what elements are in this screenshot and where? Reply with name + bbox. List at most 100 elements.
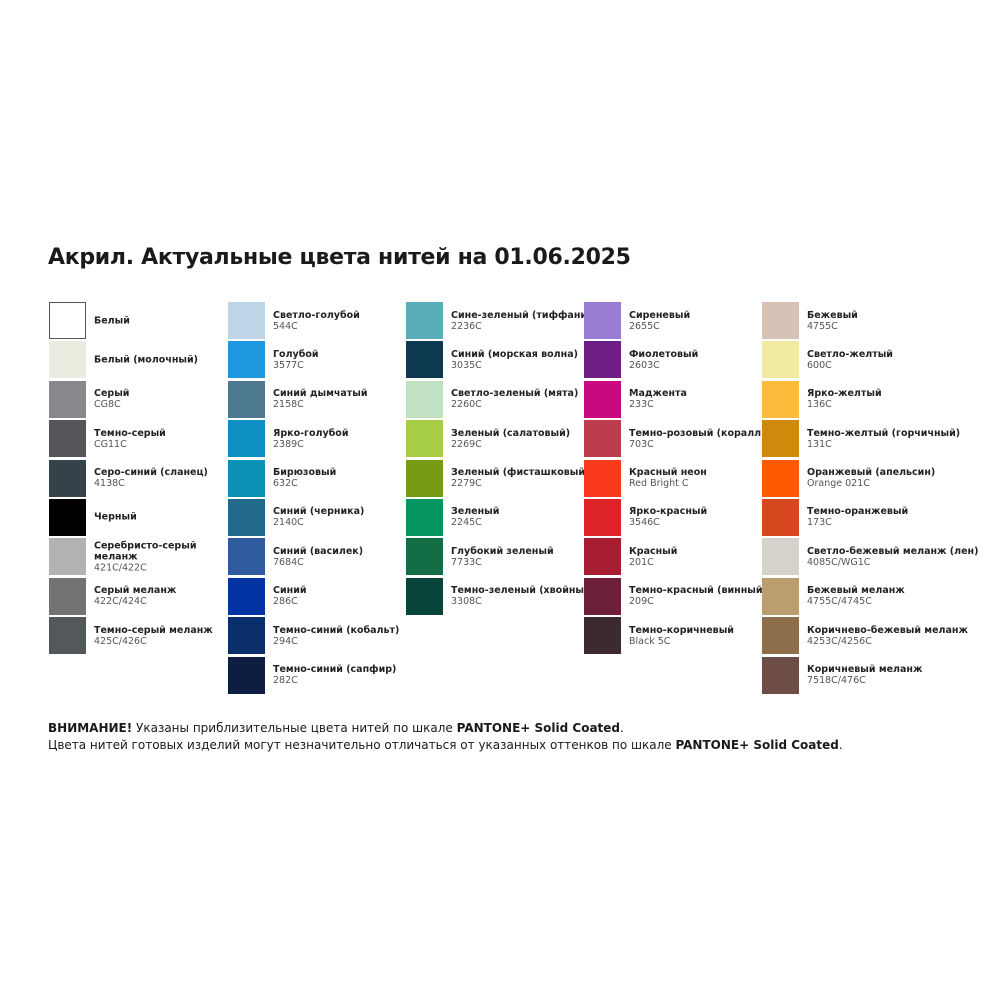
color-swatch bbox=[762, 380, 799, 418]
color-label: Сине-зеленый (тиффани) 2236C bbox=[451, 310, 591, 332]
color-name: Глубокий зеленый bbox=[451, 545, 554, 557]
color-swatch bbox=[762, 656, 799, 694]
note-pantone: PANTONE+ Solid Coated bbox=[456, 721, 621, 735]
color-name: Голубой bbox=[273, 348, 319, 360]
color-swatch bbox=[228, 498, 265, 536]
color-swatch bbox=[406, 459, 443, 497]
color-label: Светло-желтый 600C bbox=[807, 349, 893, 371]
color-swatch bbox=[49, 538, 86, 576]
color-swatch bbox=[762, 341, 799, 379]
color-label: Темно-серый меланж 425C/426C bbox=[94, 625, 213, 647]
color-label: Красный 201C bbox=[629, 546, 677, 568]
color-name: Зеленый bbox=[451, 506, 500, 518]
color-label: Синий (василек) 7684C bbox=[273, 546, 363, 568]
color-swatch bbox=[228, 341, 265, 379]
color-label: Коричнево-бежевый меланж 4253C/4256C bbox=[807, 625, 968, 647]
color-swatch bbox=[584, 302, 621, 339]
color-swatch bbox=[584, 341, 621, 379]
color-label: Бежевый 4755C bbox=[807, 310, 858, 332]
color-swatch bbox=[584, 577, 621, 615]
color-swatch bbox=[406, 341, 443, 379]
color-swatch bbox=[762, 498, 799, 536]
color-name: Коричнево-бежевый меланж bbox=[807, 624, 968, 636]
color-name: Светло-голубой bbox=[273, 309, 360, 321]
pantone-code: 233C bbox=[629, 399, 654, 411]
color-swatch bbox=[584, 380, 621, 418]
color-label: Коричневый меланж 7518C/476C bbox=[807, 664, 922, 686]
color-name: Темно-коричневый bbox=[629, 624, 734, 636]
color-label: Оранжевый (апельсин) Orange 021C bbox=[807, 467, 935, 489]
pantone-code: 4085C/WG1C bbox=[807, 556, 871, 568]
color-label: Белый (молочный) bbox=[94, 354, 198, 365]
color-label: Глубокий зеленый 7733C bbox=[451, 546, 554, 568]
color-label: Темно-оранжевый 173C bbox=[807, 506, 908, 528]
color-name: Темно-серый меланж bbox=[94, 624, 213, 636]
color-name: Синий bbox=[273, 585, 307, 597]
pantone-code: Black 5C bbox=[629, 635, 671, 647]
color-label: Зеленый (салатовый) 2269C bbox=[451, 428, 570, 450]
color-name: Серебристо-серый bbox=[94, 540, 197, 552]
color-name: Белый bbox=[94, 315, 130, 326]
note-text: Цвета нитей готовых изделий могут незнач… bbox=[48, 738, 676, 752]
color-name: Темно-розовый (коралл) bbox=[629, 427, 766, 439]
pantone-code: 209C bbox=[629, 596, 654, 608]
color-name: Темно-синий (сапфир) bbox=[273, 664, 397, 676]
pantone-code: 2269C bbox=[451, 438, 482, 450]
color-label: Маджента 233C bbox=[629, 388, 687, 410]
color-name: Бежевый меланж bbox=[807, 585, 905, 597]
pantone-code: 2389C bbox=[273, 438, 304, 450]
pantone-code: 4755C/4745C bbox=[807, 596, 872, 608]
note-warning: ВНИМАНИЕ! bbox=[48, 721, 133, 735]
pantone-code: 4138C bbox=[94, 478, 125, 490]
color-name: Ярко-голубой bbox=[273, 427, 349, 439]
pantone-code: 600C bbox=[807, 359, 832, 371]
color-swatch bbox=[406, 498, 443, 536]
color-label: Серый CG8C bbox=[94, 388, 129, 410]
color-swatch bbox=[49, 380, 86, 418]
color-name: Коричневый меланж bbox=[807, 664, 923, 676]
color-label: Ярко-желтый 136C bbox=[807, 388, 882, 410]
color-swatch bbox=[762, 577, 799, 615]
color-name: Серый меланж bbox=[94, 585, 177, 597]
color-name: Светло-желтый bbox=[807, 348, 893, 360]
color-swatch bbox=[49, 341, 86, 379]
pantone-code: 703C bbox=[629, 438, 654, 450]
color-label: Ярко-голубой 2389C bbox=[273, 428, 349, 450]
pantone-code: CG8C bbox=[94, 399, 121, 411]
color-label: Светло-бежевый меланж (лен) 4085C/WG1C bbox=[807, 546, 978, 568]
color-swatch bbox=[228, 302, 265, 339]
color-name: Серый bbox=[94, 388, 130, 400]
color-name: Зеленый (салатовый) bbox=[451, 427, 571, 439]
color-name: Темно-серый bbox=[94, 427, 166, 439]
color-name: Серо-синий (сланец) bbox=[94, 467, 208, 479]
color-label: Серый меланж 422C/424C bbox=[94, 585, 176, 607]
color-label: Зеленый 2245C bbox=[451, 506, 499, 528]
pantone-code: 2245C bbox=[451, 517, 482, 529]
color-label: Зеленый (фисташковый) 2279C bbox=[451, 467, 589, 489]
color-label: Светло-голубой 544C bbox=[273, 310, 360, 332]
pantone-code: 4253C/4256C bbox=[807, 635, 872, 647]
pantone-code: 544C bbox=[273, 320, 298, 332]
color-swatch bbox=[584, 420, 621, 458]
color-label: Синий (морская волна) 3035C bbox=[451, 349, 578, 371]
pantone-code: 286C bbox=[273, 596, 298, 608]
color-swatch bbox=[584, 459, 621, 497]
pantone-code: 2236C bbox=[451, 320, 482, 332]
pantone-code: 2260C bbox=[451, 399, 482, 411]
color-label: Синий 286C bbox=[273, 585, 307, 607]
color-name: Черный bbox=[94, 511, 137, 523]
color-name: Бирюзовый bbox=[273, 467, 337, 479]
note-line-2: Цвета нитей готовых изделий могут незнач… bbox=[48, 738, 843, 752]
color-name: Белый (молочный) bbox=[94, 354, 198, 366]
color-swatch bbox=[228, 459, 265, 497]
pantone-code: 425C/426C bbox=[94, 635, 147, 647]
note-pantone: PANTONE+ Solid Coated bbox=[675, 738, 839, 752]
color-swatch bbox=[406, 577, 443, 615]
color-label: Светло-зеленый (мята) 2260C bbox=[451, 388, 578, 410]
color-swatch bbox=[584, 538, 621, 576]
color-swatch bbox=[762, 459, 799, 497]
color-swatch bbox=[49, 577, 86, 615]
pantone-code: 4755C bbox=[807, 320, 838, 332]
color-name: Сиреневый bbox=[629, 309, 691, 321]
color-swatch bbox=[762, 617, 799, 655]
